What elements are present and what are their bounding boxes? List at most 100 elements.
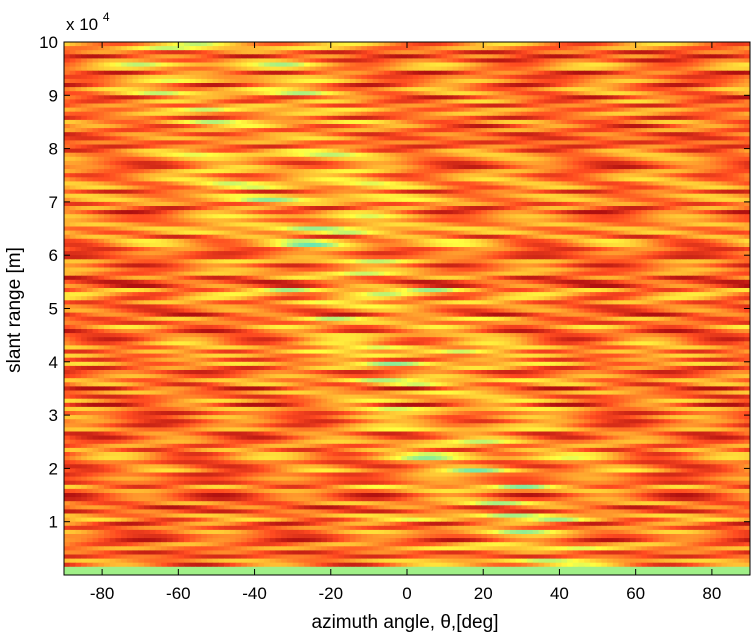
heatmap-cell bbox=[269, 128, 277, 133]
heatmap-cell bbox=[344, 95, 351, 100]
heatmap-cell bbox=[629, 111, 637, 117]
heatmap-cell bbox=[384, 156, 391, 162]
heatmap-cell bbox=[201, 91, 208, 96]
heatmap-cell bbox=[241, 197, 248, 203]
heatmap-cell bbox=[589, 78, 597, 84]
heatmap-cell bbox=[138, 115, 145, 121]
heatmap-cell bbox=[721, 136, 728, 141]
heatmap-cell bbox=[144, 169, 151, 174]
heatmap-cell bbox=[487, 103, 494, 109]
heatmap-cell bbox=[246, 124, 254, 129]
heatmap-cell bbox=[241, 83, 248, 88]
heatmap-cell bbox=[258, 103, 265, 109]
heatmap-cell bbox=[738, 136, 745, 141]
heatmap-cell bbox=[692, 148, 700, 154]
heatmap-cell bbox=[607, 152, 614, 158]
heatmap-cell bbox=[366, 42, 374, 47]
heatmap-cell bbox=[407, 74, 414, 80]
heatmap-cell bbox=[166, 144, 174, 150]
heatmap-cell bbox=[326, 111, 334, 117]
heatmap-cell bbox=[738, 115, 745, 121]
heatmap-cell bbox=[464, 124, 471, 129]
heatmap-cell bbox=[527, 50, 534, 55]
heatmap-cell bbox=[441, 111, 448, 117]
heatmap-cell bbox=[704, 152, 711, 158]
heatmap-cell bbox=[595, 181, 602, 187]
heatmap-cell bbox=[567, 70, 574, 76]
heatmap-cell bbox=[361, 128, 368, 133]
heatmap-cell bbox=[235, 42, 242, 47]
heatmap-cell bbox=[709, 95, 717, 100]
heatmap-cell bbox=[527, 173, 534, 178]
heatmap-cell bbox=[286, 66, 294, 72]
heatmap-cell bbox=[235, 70, 242, 76]
heatmap-cell bbox=[184, 70, 191, 76]
heatmap-cell bbox=[161, 99, 168, 105]
heatmap-cell bbox=[92, 136, 99, 141]
heatmap-cell bbox=[732, 111, 740, 117]
heatmap-cell bbox=[629, 74, 637, 80]
heatmap-cell bbox=[81, 50, 88, 55]
heatmap-cell bbox=[464, 148, 471, 154]
heatmap-cell bbox=[509, 132, 517, 137]
heatmap-cell bbox=[418, 62, 425, 68]
heatmap-cell bbox=[286, 128, 294, 133]
heatmap-cell bbox=[504, 124, 511, 129]
heatmap-cell bbox=[332, 136, 339, 141]
heatmap-cell bbox=[652, 70, 660, 76]
heatmap-cell bbox=[624, 132, 631, 137]
heatmap-cell bbox=[618, 140, 625, 146]
heatmap-cell bbox=[252, 136, 259, 141]
heatmap-cell bbox=[252, 201, 259, 207]
heatmap-cell bbox=[172, 132, 179, 137]
heatmap-cell bbox=[224, 206, 231, 211]
heatmap-cell bbox=[372, 83, 380, 88]
heatmap-cell bbox=[612, 107, 620, 113]
heatmap-cell bbox=[212, 160, 219, 166]
heatmap-cell bbox=[652, 46, 660, 51]
heatmap-cell bbox=[372, 115, 380, 121]
heatmap-cell bbox=[75, 210, 82, 215]
heatmap-cell bbox=[172, 165, 179, 170]
heatmap-cell bbox=[344, 78, 351, 84]
heatmap-cell bbox=[744, 54, 750, 59]
heatmap-cell bbox=[189, 58, 197, 64]
heatmap-cell bbox=[624, 66, 631, 72]
heatmap-cell bbox=[184, 58, 191, 64]
heatmap-cell bbox=[607, 103, 614, 109]
heatmap-cell bbox=[218, 152, 225, 158]
heatmap-cell bbox=[252, 197, 259, 203]
heatmap-cell bbox=[418, 173, 425, 178]
heatmap-cell bbox=[109, 74, 117, 80]
heatmap-cell bbox=[538, 136, 545, 141]
heatmap-cell bbox=[326, 62, 334, 68]
heatmap-cell bbox=[224, 177, 231, 182]
heatmap-cell bbox=[487, 193, 494, 199]
heatmap-cell bbox=[509, 54, 517, 59]
heatmap-cell bbox=[647, 58, 654, 64]
heatmap-cell bbox=[315, 50, 322, 55]
heatmap-cell bbox=[561, 58, 568, 64]
heatmap-cell bbox=[189, 54, 197, 59]
heatmap-cell bbox=[184, 185, 191, 191]
heatmap-cell bbox=[326, 103, 334, 109]
heatmap-cell bbox=[269, 115, 277, 121]
heatmap-cell bbox=[189, 119, 197, 125]
heatmap-cell bbox=[212, 132, 219, 137]
heatmap-cell bbox=[441, 70, 448, 76]
heatmap-cell bbox=[584, 107, 591, 113]
heatmap-cell bbox=[635, 185, 642, 191]
heatmap-cell bbox=[555, 87, 562, 92]
heatmap-cell bbox=[567, 189, 574, 195]
heatmap-cell bbox=[584, 193, 591, 199]
heatmap-cell bbox=[412, 148, 420, 154]
heatmap-cell bbox=[481, 181, 488, 187]
heatmap-cell bbox=[629, 206, 637, 211]
heatmap-cell bbox=[624, 42, 631, 47]
heatmap-cell bbox=[166, 148, 174, 154]
heatmap-cell bbox=[264, 148, 271, 154]
heatmap-cell bbox=[618, 95, 625, 100]
heatmap-cells bbox=[64, 42, 750, 575]
heatmap-cell bbox=[332, 83, 339, 88]
heatmap-cell bbox=[92, 152, 99, 158]
